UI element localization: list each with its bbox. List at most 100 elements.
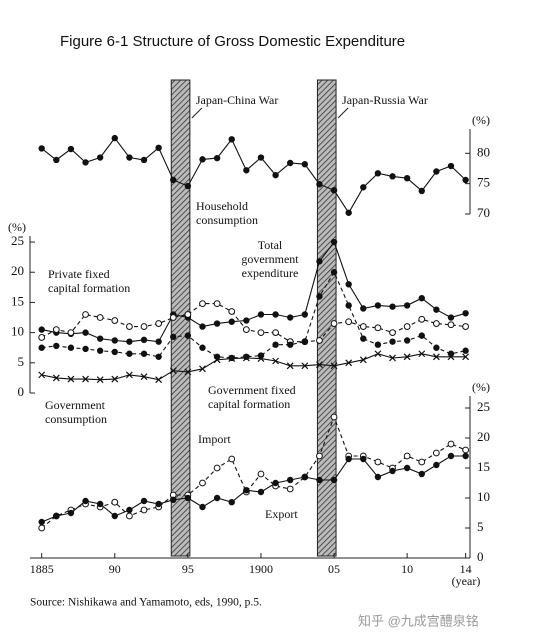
marker-stroke bbox=[111, 375, 119, 383]
marker bbox=[272, 311, 279, 318]
marker bbox=[96, 376, 104, 384]
y-unit: (%) bbox=[472, 113, 490, 127]
y-tick-label: 10 bbox=[11, 324, 24, 339]
marker-stroke bbox=[199, 365, 206, 373]
marker bbox=[155, 500, 162, 508]
marker bbox=[52, 326, 60, 333]
x-tick-label: 10 bbox=[401, 562, 413, 576]
marker bbox=[257, 311, 265, 318]
annotation: consumption bbox=[196, 213, 258, 227]
marker bbox=[418, 458, 426, 466]
marker bbox=[257, 488, 265, 496]
marker-stroke bbox=[184, 368, 192, 376]
marker bbox=[272, 329, 279, 337]
marker bbox=[345, 318, 353, 326]
watermark: 知乎 @九成宫醴泉铭 bbox=[358, 613, 479, 628]
marker bbox=[359, 356, 367, 364]
marker bbox=[462, 353, 470, 361]
marker bbox=[374, 324, 382, 332]
marker bbox=[403, 302, 411, 309]
marker bbox=[345, 359, 353, 367]
war-period bbox=[316, 79, 337, 557]
x-tick-label: 14 bbox=[460, 562, 472, 576]
marker bbox=[360, 184, 367, 191]
series-line bbox=[41, 353, 466, 381]
marker bbox=[140, 506, 148, 514]
marker bbox=[38, 524, 46, 532]
marker bbox=[403, 464, 411, 472]
marker bbox=[213, 494, 221, 502]
marker bbox=[169, 367, 177, 375]
marker-stroke bbox=[242, 354, 250, 362]
marker bbox=[155, 320, 163, 327]
marker-stroke bbox=[345, 359, 353, 367]
series-line bbox=[41, 137, 466, 214]
marker bbox=[433, 461, 440, 469]
marker bbox=[170, 333, 177, 341]
marker bbox=[111, 317, 119, 324]
marker-stroke bbox=[447, 353, 455, 361]
annotation: Export bbox=[265, 507, 298, 521]
marker-stroke bbox=[257, 355, 265, 363]
marker bbox=[126, 506, 133, 514]
marker-stroke bbox=[374, 350, 382, 358]
marker-stroke bbox=[389, 354, 396, 362]
marker bbox=[82, 497, 89, 505]
marker-stroke bbox=[82, 375, 89, 383]
x-tick-label: 1885 bbox=[30, 562, 54, 576]
annotation: expenditure bbox=[242, 266, 299, 280]
marker bbox=[433, 168, 440, 175]
marker bbox=[316, 452, 323, 460]
marker bbox=[228, 318, 235, 325]
marker bbox=[286, 476, 294, 484]
marker bbox=[155, 376, 163, 384]
marker bbox=[184, 368, 192, 376]
marker bbox=[389, 354, 396, 362]
marker bbox=[374, 350, 382, 358]
marker-stroke bbox=[38, 371, 46, 379]
annotation: Import bbox=[198, 432, 231, 446]
marker bbox=[433, 306, 440, 313]
y-tick-label: 15 bbox=[11, 293, 24, 308]
marker bbox=[301, 161, 309, 168]
marker bbox=[96, 314, 104, 321]
marker-stroke bbox=[403, 353, 411, 361]
marker bbox=[184, 332, 192, 339]
marker bbox=[286, 341, 294, 348]
marker bbox=[199, 503, 206, 511]
marker bbox=[82, 375, 89, 383]
marker bbox=[418, 350, 426, 358]
marker bbox=[82, 345, 89, 353]
marker bbox=[82, 311, 89, 318]
series-line bbox=[41, 415, 466, 529]
marker bbox=[286, 314, 294, 321]
marker bbox=[374, 341, 382, 348]
marker bbox=[447, 452, 455, 460]
marker bbox=[155, 144, 162, 152]
marker bbox=[462, 452, 469, 460]
marker bbox=[447, 314, 455, 321]
marker-stroke bbox=[301, 362, 309, 370]
annotation: Total bbox=[258, 238, 283, 252]
marker bbox=[286, 485, 294, 493]
marker bbox=[169, 314, 177, 321]
marker bbox=[418, 470, 425, 478]
marker bbox=[403, 337, 411, 344]
y-tick-label: 0 bbox=[477, 549, 484, 564]
marker bbox=[155, 338, 162, 345]
marker-stroke bbox=[462, 353, 470, 361]
marker bbox=[96, 347, 104, 354]
marker bbox=[345, 302, 352, 309]
marker bbox=[111, 134, 118, 142]
marker bbox=[403, 452, 411, 460]
marker bbox=[199, 365, 206, 373]
marker bbox=[67, 509, 75, 517]
marker-stroke bbox=[125, 371, 133, 379]
marker-stroke bbox=[228, 355, 236, 363]
marker bbox=[301, 362, 309, 370]
marker bbox=[111, 348, 118, 356]
y-tick-label: 15 bbox=[477, 459, 490, 474]
marker bbox=[330, 413, 338, 421]
marker bbox=[67, 145, 75, 153]
y-tick-label: 5 bbox=[477, 519, 484, 534]
